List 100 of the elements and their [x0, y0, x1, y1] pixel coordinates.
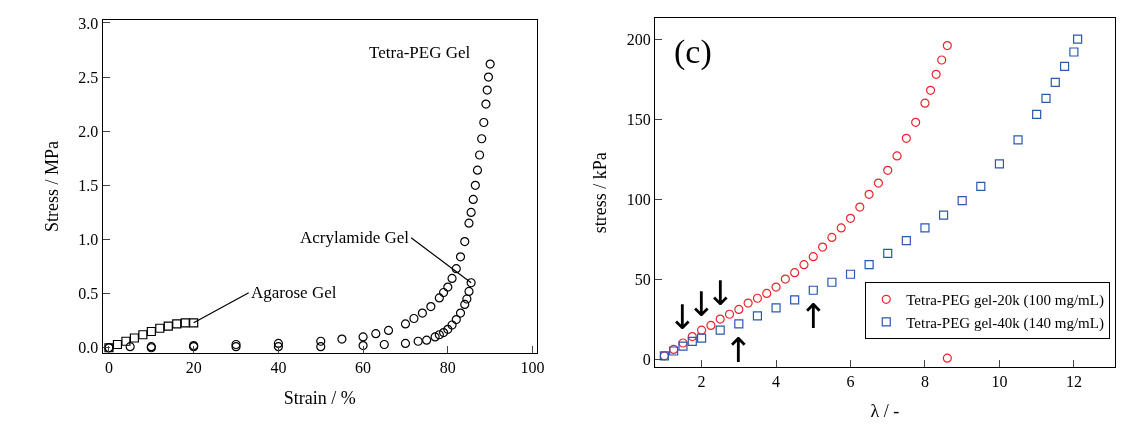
y-tick-label: 1.5: [78, 176, 99, 194]
point: [460, 299, 470, 310]
point: [771, 282, 781, 292]
point: [931, 69, 941, 79]
point: [976, 181, 986, 191]
point: [462, 294, 472, 304]
point: [417, 308, 427, 318]
x-tick-label: 0: [104, 359, 113, 377]
point: [172, 319, 182, 329]
y-axis-title: stress / kPa: [589, 152, 610, 234]
x-axis-title: λ / -: [870, 401, 900, 422]
point: [855, 202, 865, 212]
point: [752, 293, 763, 303]
point: [892, 151, 902, 161]
point: [836, 223, 846, 233]
x-tick-label: 6: [846, 373, 855, 391]
annotation: Acrylamide Gel: [300, 228, 410, 247]
point: [470, 180, 480, 190]
y-tick-label: 3.0: [78, 14, 99, 32]
point: [426, 301, 436, 312]
point: [845, 213, 856, 223]
y-tick-label: 150: [626, 110, 651, 128]
point: [696, 333, 707, 343]
point: [455, 252, 466, 262]
annotation: Agarose Gel: [251, 283, 337, 302]
annotation: ↑: [724, 330, 753, 370]
point: [1013, 135, 1023, 145]
point: [799, 260, 809, 270]
y-tick-label: 2.5: [78, 68, 99, 86]
point: [413, 336, 423, 346]
point: [734, 304, 744, 315]
point: [358, 340, 368, 351]
point: [485, 59, 495, 69]
legend-label: Tetra-PEG gel-40k (140 mg/mL): [906, 314, 1104, 332]
point: [422, 335, 432, 345]
point: [466, 278, 476, 288]
x-tick-label: 10: [991, 373, 1008, 391]
point: [790, 268, 800, 278]
point: [901, 133, 911, 143]
point: [163, 321, 173, 331]
x-tick-label: 80: [439, 359, 456, 377]
point: [472, 165, 483, 175]
point: [1069, 47, 1079, 57]
point: [400, 338, 411, 348]
point: [864, 260, 874, 270]
point: [925, 85, 936, 95]
point: [125, 342, 135, 352]
point: [808, 285, 818, 295]
y-tick-label: 50: [634, 270, 651, 288]
point: [455, 308, 466, 318]
point: [1073, 34, 1083, 44]
point: [447, 273, 457, 284]
point: [864, 189, 874, 199]
point: [752, 311, 763, 321]
point: [358, 332, 368, 342]
point: [189, 318, 199, 328]
point: [273, 342, 283, 352]
point: [706, 320, 716, 331]
point: [146, 326, 156, 337]
point: [715, 325, 725, 335]
legend-label: Tetra-PEG gel-20k (100 mg/mL): [906, 292, 1104, 310]
point: [845, 269, 856, 279]
point: [460, 237, 470, 247]
y-axis-title: Stress / MPa: [41, 140, 62, 232]
point: [447, 320, 457, 330]
point: [434, 330, 444, 340]
point: [942, 40, 952, 51]
point: [474, 150, 485, 160]
point: [743, 298, 753, 308]
y-tick-label: 100: [626, 190, 651, 208]
point: [873, 178, 884, 188]
annotation: ↑: [799, 296, 828, 336]
point: [771, 303, 781, 313]
point: [696, 325, 707, 335]
point: [477, 134, 487, 144]
y-tick-label: 200: [626, 30, 651, 48]
point: [1041, 93, 1051, 103]
point: [482, 85, 492, 95]
y-tick-label: 2.0: [78, 122, 99, 140]
point: [434, 293, 444, 303]
x-axis-title: Strain / %: [283, 387, 356, 408]
point: [942, 353, 952, 363]
point: [273, 338, 283, 348]
point: [430, 332, 440, 342]
point: [994, 159, 1005, 169]
point: [371, 329, 381, 339]
point: [827, 232, 837, 243]
y-tick-label: 0.5: [78, 285, 99, 303]
point: [155, 323, 165, 333]
point: [129, 333, 139, 343]
point: [911, 117, 921, 127]
point: [715, 314, 725, 324]
point: [481, 99, 491, 109]
point: [938, 210, 949, 220]
annotation: Tetra-PEG Gel: [369, 43, 471, 62]
point: [466, 207, 476, 217]
point: [400, 319, 411, 329]
point: [337, 334, 347, 344]
point: [734, 319, 744, 329]
point: [1059, 61, 1070, 71]
